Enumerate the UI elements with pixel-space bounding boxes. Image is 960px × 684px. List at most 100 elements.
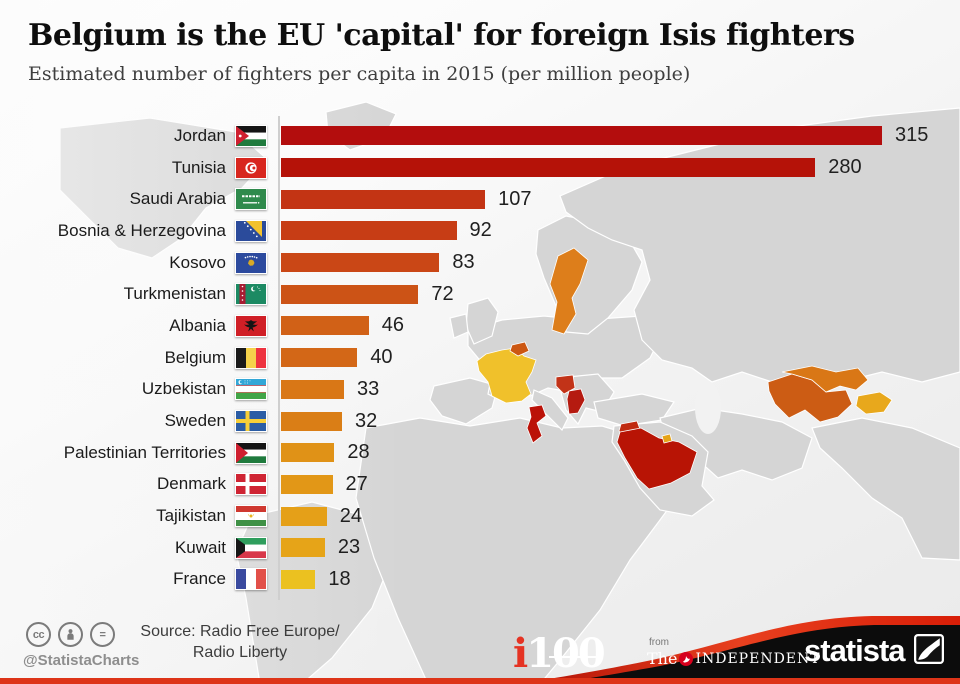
bar-row: Turkmenistan 72 bbox=[0, 278, 960, 310]
flag-palestinian-territories-icon bbox=[235, 441, 267, 464]
bar-belgium bbox=[281, 348, 358, 368]
value-label: 33 bbox=[356, 377, 380, 400]
value-label: 72 bbox=[431, 282, 454, 305]
country-label: Sweden bbox=[164, 411, 226, 431]
country-label: Palestinian Territories bbox=[63, 442, 226, 462]
value-label: 46 bbox=[381, 314, 405, 337]
bar-row: France 18 bbox=[0, 564, 960, 596]
bar-bosnia-herzegovina bbox=[281, 221, 457, 241]
bar-palestinian-territories bbox=[281, 443, 335, 463]
value-label: 18 bbox=[328, 567, 351, 590]
cc-icon: cc bbox=[26, 622, 51, 647]
bar-row: Kuwait 23 bbox=[0, 532, 960, 564]
independent-from-label: from bbox=[649, 637, 669, 648]
country-label: Tajikistan bbox=[156, 506, 226, 526]
country-label: Albania bbox=[169, 315, 226, 335]
cc-nd-icon: = bbox=[90, 622, 115, 647]
bar-row: Tajikistan 24 bbox=[0, 500, 960, 532]
bar-row: Albania 46 bbox=[0, 310, 960, 342]
flag-kuwait-icon bbox=[235, 536, 267, 559]
i100-i: i bbox=[513, 630, 528, 677]
value-label: 107 bbox=[498, 187, 532, 210]
independent-name: INDEPENDENT bbox=[695, 650, 821, 667]
statista-charts-handle: @StatistaCharts bbox=[23, 652, 140, 669]
bar-chart: Jordan 315 Tunisia 280 Saudi Arabia 107 … bbox=[0, 120, 960, 595]
country-label: Kuwait bbox=[174, 537, 226, 557]
country-label: Turkmenistan bbox=[123, 284, 226, 304]
cc-license-badge: cc = bbox=[26, 622, 115, 647]
bar-row: Uzbekistan 33 bbox=[0, 374, 960, 406]
value-label: 92 bbox=[469, 219, 492, 242]
i100-num: 100 bbox=[526, 630, 605, 677]
bar-denmark bbox=[281, 474, 333, 494]
bar-row: Saudi Arabia 107 bbox=[0, 183, 960, 215]
footer-red-strip bbox=[0, 678, 960, 684]
country-label: Saudi Arabia bbox=[129, 189, 226, 209]
independent-logo: from The INDEPENDENT bbox=[647, 637, 821, 668]
bar-tunisia bbox=[281, 158, 816, 178]
bar-row: Jordan 315 bbox=[0, 120, 960, 152]
flag-saudi-arabia-icon bbox=[235, 188, 267, 211]
bar-row: Kosovo 83 bbox=[0, 247, 960, 279]
source-line-2: Radio Liberty bbox=[192, 644, 288, 661]
i100-strike-line bbox=[549, 656, 601, 658]
bar-row: Sweden 32 bbox=[0, 405, 960, 437]
value-label: 83 bbox=[452, 251, 475, 274]
bar-row: Palestinian Territories 28 bbox=[0, 437, 960, 469]
flag-france-icon bbox=[235, 568, 267, 591]
value-label: 23 bbox=[337, 536, 361, 559]
bar-france bbox=[281, 569, 316, 589]
flag-tunisia-icon bbox=[235, 156, 267, 179]
flag-bosnia-herzegovina-icon bbox=[235, 219, 267, 242]
page-title: Belgium is the EU 'capital' for foreign … bbox=[28, 18, 855, 53]
statista-logo: statista bbox=[804, 633, 944, 669]
flag-kosovo-icon bbox=[235, 251, 267, 274]
bar-jordan bbox=[281, 126, 883, 146]
bar-kuwait bbox=[281, 538, 325, 558]
source-line-1: Source: Radio Free Europe/ bbox=[140, 623, 340, 640]
flag-uzbekistan-icon bbox=[235, 378, 267, 401]
country-label: France bbox=[173, 569, 226, 589]
bar-row: Tunisia 280 bbox=[0, 152, 960, 184]
value-label: 280 bbox=[828, 156, 862, 179]
value-label: 32 bbox=[355, 409, 378, 432]
bar-albania bbox=[281, 316, 369, 336]
bar-uzbekistan bbox=[281, 379, 344, 399]
value-label: 27 bbox=[345, 472, 368, 495]
flag-jordan-icon bbox=[235, 124, 267, 147]
page-subtitle: Estimated number of fighters per capita … bbox=[28, 63, 691, 85]
value-label: 28 bbox=[347, 441, 370, 464]
cc-attribution-icon bbox=[58, 622, 83, 647]
value-label: 40 bbox=[370, 346, 393, 369]
flag-turkmenistan-icon bbox=[235, 283, 267, 306]
flag-sweden-icon bbox=[235, 410, 267, 433]
independent-the: The bbox=[647, 649, 678, 668]
flag-tajikistan-icon bbox=[235, 505, 267, 528]
flag-denmark-icon bbox=[235, 473, 267, 496]
bar-kosovo bbox=[281, 253, 440, 273]
bar-row: Bosnia & Herzegovina 92 bbox=[0, 215, 960, 247]
country-label: Tunisia bbox=[171, 157, 226, 177]
statista-ramp-icon bbox=[913, 633, 944, 669]
country-label: Denmark bbox=[157, 474, 226, 494]
flag-belgium-icon bbox=[235, 346, 267, 369]
bar-sweden bbox=[281, 411, 343, 431]
bar-tajikistan bbox=[281, 506, 327, 526]
bar-row: Denmark 27 bbox=[0, 469, 960, 501]
value-label: 24 bbox=[339, 504, 363, 527]
bar-saudi-arabia bbox=[281, 189, 486, 209]
country-label: Kosovo bbox=[169, 252, 226, 272]
value-label: 315 bbox=[895, 124, 929, 147]
bar-row: Belgium 40 bbox=[0, 342, 960, 374]
country-label: Bosnia & Herzegovina bbox=[57, 220, 226, 240]
i100-logo: i100 bbox=[513, 630, 606, 677]
bar-turkmenistan bbox=[281, 284, 419, 304]
country-label: Jordan bbox=[174, 125, 226, 145]
country-label: Belgium bbox=[164, 347, 226, 367]
independent-eagle-icon bbox=[679, 651, 694, 666]
flag-albania-icon bbox=[235, 314, 267, 337]
country-label: Uzbekistan bbox=[141, 379, 226, 399]
source-note: Source: Radio Free Europe/ Radio Liberty bbox=[133, 621, 347, 663]
statista-wordmark: statista bbox=[804, 633, 906, 668]
